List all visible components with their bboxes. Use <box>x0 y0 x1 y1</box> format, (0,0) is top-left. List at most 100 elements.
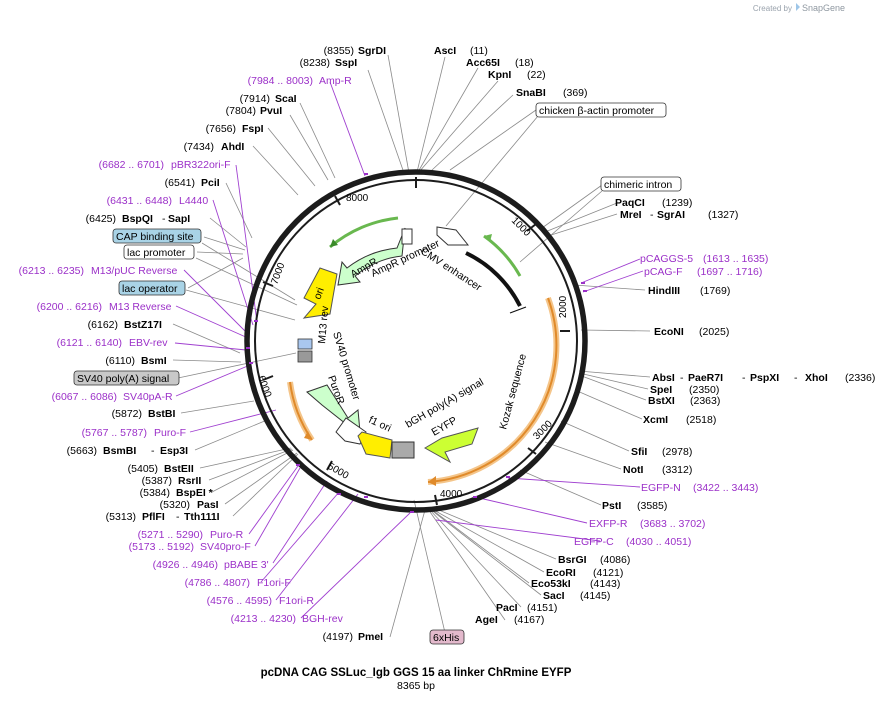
box-6xhis: 6xHis <box>433 632 459 644</box>
site-pos: (2978) <box>662 446 692 458</box>
site-name: SgrDI <box>358 45 386 57</box>
site-pos: (2363) <box>690 395 720 407</box>
site-pos: (7434) <box>184 141 214 153</box>
cmv-enhancer-arrow <box>436 226 470 246</box>
primer-range: (6682 .. 6701) <box>99 159 164 171</box>
brand-prefix: Created by <box>753 4 792 13</box>
site-name-2: Esp3I <box>160 445 188 457</box>
site-name: PciI <box>201 177 220 189</box>
site-pos: (4145) <box>580 590 610 602</box>
site-pos: (7914) <box>240 93 270 105</box>
snapgene-logo-icon <box>796 3 800 11</box>
primer-arc-right-halo <box>427 296 560 485</box>
svg-text:-: - <box>162 213 166 225</box>
primer-range: (4576 .. 4595) <box>207 595 272 607</box>
primer-range: (5271 .. 5290) <box>138 529 203 541</box>
site-name: ScaI <box>275 93 297 105</box>
site-pos: (8238) <box>300 57 330 69</box>
site-pos: (6110) <box>105 355 135 367</box>
lac-operator-mark <box>297 338 313 350</box>
site-pos: (4151) <box>527 602 557 614</box>
f1-ori-feature <box>357 431 393 459</box>
site-name: HindIII <box>648 285 680 297</box>
boxed-feature-labels: chicken β-actin promoter chimeric intron… <box>73 102 682 645</box>
site-pos: (5313) <box>106 511 136 523</box>
primer-name: SV40pro-F <box>200 541 251 553</box>
site-pos: (4167) <box>514 614 544 626</box>
primer-range: (4926 .. 4946) <box>153 559 218 571</box>
site-pos: (4197) <box>323 631 353 643</box>
primer-range: (6121 .. 6140) <box>57 337 122 349</box>
site-pos: (6541) <box>165 177 195 189</box>
site-pos: (1327) <box>708 209 738 221</box>
site-name: FspI <box>242 123 264 135</box>
site-name: AbsI <box>652 372 675 384</box>
primer-range: (6067 .. 6086) <box>52 391 117 403</box>
label-ori: ori <box>312 286 327 301</box>
box-chimeric-intron: chimeric intron <box>604 179 672 191</box>
site-pos: (11) <box>470 45 488 57</box>
site-pos: (6162) <box>88 319 118 331</box>
primer-range: (5767 .. 5787) <box>82 427 147 439</box>
site-pos: (7656) <box>206 123 236 135</box>
primer-name: F1ori-R <box>279 595 314 607</box>
svg-text:-: - <box>680 372 684 384</box>
site-name: BstBI <box>148 408 176 420</box>
primer-name: pCAG-F <box>644 266 683 278</box>
site-name: SpeI <box>650 384 672 396</box>
site-name: BsmI <box>141 355 167 367</box>
tick-label: 7000 <box>269 261 287 286</box>
site-name: SnaBI <box>516 87 546 99</box>
box-lac-promoter: lac promoter <box>127 247 186 259</box>
site-pos: (5387) <box>142 475 172 487</box>
site-name: PflFI <box>142 511 165 523</box>
site-pos: (6425) <box>86 213 116 225</box>
box-lac-operator: lac operator <box>122 283 178 295</box>
primer-name: Puro-R <box>210 529 244 541</box>
primer-name: pBR322ori-F <box>171 159 231 171</box>
site-name: SfiI <box>631 446 647 458</box>
site-name: RsrII <box>178 475 201 487</box>
site-pos: (2350) <box>689 384 719 396</box>
site-name: SacI <box>543 590 565 602</box>
site-name: BsrGI <box>558 554 587 566</box>
primer-name: F1ori-F <box>257 577 291 589</box>
site-name: SspI <box>335 57 357 69</box>
site-name: NotI <box>623 464 643 476</box>
site-name: BspEI * <box>176 487 214 499</box>
primer-name: SV40pA-R <box>123 391 173 403</box>
site-pos: (5320) <box>160 499 190 511</box>
site-name: BstEII <box>164 463 194 475</box>
site-pos: (3312) <box>662 464 692 476</box>
site-name: PacI <box>496 602 518 614</box>
primer-name: M13/pUC Reverse <box>91 265 178 277</box>
label-m13-rev: M13 rev <box>316 305 331 345</box>
site-name: PasI <box>197 499 219 511</box>
site-name: PvuI <box>260 105 282 117</box>
site-name: MreI <box>620 209 642 221</box>
primer-range: (5173 .. 5192) <box>129 541 194 553</box>
site-name-2: SapI <box>168 213 190 225</box>
svg-text:-: - <box>650 209 654 221</box>
site-pos: (1239) <box>662 197 692 209</box>
primer-arc-left-halo <box>287 381 315 442</box>
primer-range: (6213 .. 6235) <box>19 265 84 277</box>
tick-label: 2000 <box>558 295 569 318</box>
primer-range: (4213 .. 4230) <box>231 613 296 625</box>
bgh-polya-mark <box>391 441 415 459</box>
site-name-4: XhoI <box>805 372 828 384</box>
box-chicken-actin: chicken β-actin promoter <box>539 105 655 117</box>
primer-labels: (7984 .. 8003) Amp-R (6682 .. 6701) pBR3… <box>19 75 769 625</box>
primer-range: (4030 .. 4051) <box>626 536 691 548</box>
cag-promoter-arc <box>465 251 522 307</box>
site-pos: (5384) <box>140 487 170 499</box>
primer-leader-lines <box>174 81 644 619</box>
site-name: BspQI <box>122 213 153 225</box>
primer-name: pCAGGS-5 <box>640 253 693 265</box>
ampr-gene <box>337 227 406 286</box>
site-name-2: SgrAI <box>657 209 685 221</box>
site-name-2: PaeR7I <box>688 372 723 384</box>
site-name: EcoRI <box>546 567 576 579</box>
